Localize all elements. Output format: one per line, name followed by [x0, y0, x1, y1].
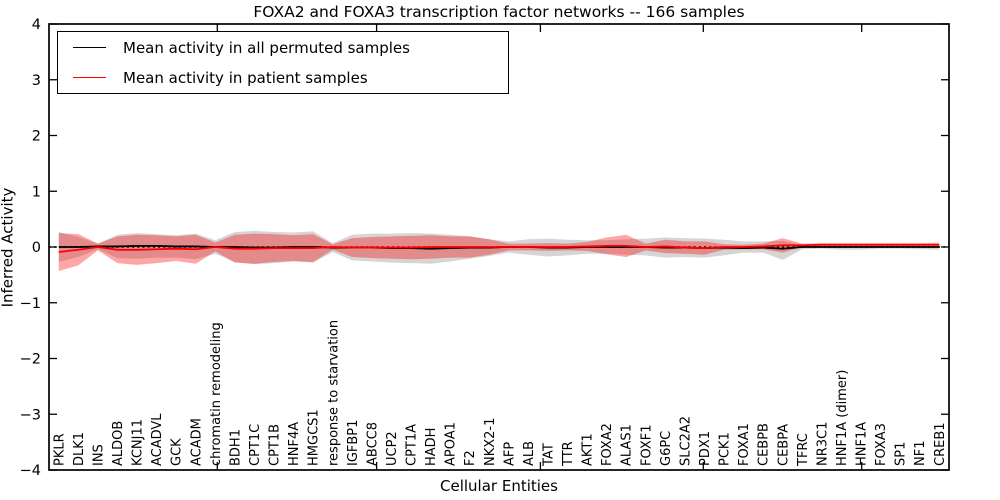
x-tick-label: DLK1 — [72, 432, 87, 466]
x-tick-label: HNF4A — [287, 422, 302, 466]
x-tick-label: INS — [91, 444, 106, 466]
x-tick-label: FOXA1 — [737, 423, 752, 466]
x-tick-label: PCK1 — [718, 432, 733, 466]
x-tick-label: CEBPA — [776, 424, 791, 466]
legend-item-patient: Mean activity in patient samples — [58, 64, 508, 91]
legend-label-patient: Mean activity in patient samples — [123, 68, 368, 87]
x-tick-label: ALAS1 — [620, 424, 635, 466]
x-tick-label: TFRC — [796, 433, 811, 467]
y-tick-label: −2 — [20, 352, 41, 368]
x-axis-label: Cellular Entities — [440, 477, 558, 495]
x-tick-label: CPT1A — [405, 424, 420, 466]
x-tick-label: G6PC — [659, 431, 674, 466]
x-tick-label: IGFBP1 — [346, 420, 361, 466]
x-tick-label: PKLR — [52, 433, 67, 466]
x-tick-label: CPT1C — [248, 424, 263, 466]
x-tick-label: response to starvation — [326, 320, 341, 466]
y-tick-label: −4 — [20, 463, 41, 479]
x-tick-label: BDH1 — [228, 429, 243, 466]
legend-line-patient-icon — [73, 77, 106, 78]
x-tick-label: AFP — [502, 442, 517, 466]
x-tick-label: GCK — [170, 438, 185, 466]
x-tick-label: SLC2A2 — [678, 416, 693, 466]
y-tick-label: 4 — [32, 17, 41, 33]
x-tick-label: FOXF1 — [639, 424, 654, 466]
y-tick-label: 2 — [32, 129, 41, 145]
x-tick-label: PDX1 — [698, 431, 713, 466]
x-tick-label: KCNJ11 — [131, 419, 146, 466]
x-tick-label: FOXA2 — [600, 423, 615, 466]
x-tick-label: SP1 — [894, 442, 909, 466]
x-tick-label: HADH — [424, 428, 439, 466]
x-tick-label: TAT — [541, 443, 556, 467]
x-tick-label: ACADM — [189, 418, 204, 466]
x-tick-label: HMGCS1 — [307, 409, 322, 466]
x-tick-label: NR3C1 — [815, 422, 830, 466]
legend: Mean activity in all permuted samples Me… — [57, 31, 509, 94]
x-tick-label: NF1 — [913, 441, 928, 466]
legend-item-permuted: Mean activity in all permuted samples — [58, 34, 508, 61]
x-tick-label: APOA1 — [444, 422, 459, 466]
y-tick-label: −3 — [20, 407, 41, 423]
x-tick-label: NKX2-1 — [483, 418, 498, 466]
x-tick-label: chromatin remodeling — [209, 322, 224, 466]
x-tick-label: AKT1 — [581, 433, 596, 466]
y-tick-label: 0 — [32, 240, 41, 256]
x-tick-label: HNF1A (dimer) — [835, 370, 850, 466]
x-tick-label: F2 — [463, 450, 478, 466]
legend-label-permuted: Mean activity in all permuted samples — [123, 38, 410, 57]
x-tick-label: ACADVL — [150, 413, 165, 466]
x-tick-label: ABCC8 — [365, 422, 380, 466]
x-tick-label: TTR — [561, 441, 576, 467]
x-tick-label: CEBPB — [757, 423, 772, 466]
y-tick-label: 3 — [32, 73, 41, 89]
patient-mean-line — [58, 243, 940, 253]
x-tick-label: FOXA3 — [874, 423, 889, 466]
patient-std-band — [58, 233, 940, 271]
x-tick-label: HNF1A — [855, 422, 870, 466]
legend-line-permuted-icon — [73, 47, 106, 48]
x-tick-label: CPT1B — [268, 424, 283, 466]
y-tick-label: −1 — [20, 296, 41, 312]
x-tick-label: ALDOB — [111, 421, 126, 466]
y-tick-label: 1 — [32, 184, 41, 200]
x-tick-label: UCP2 — [385, 431, 400, 466]
chart-title: FOXA2 and FOXA3 transcription factor net… — [253, 3, 745, 21]
x-tick-label: ALB — [522, 441, 537, 466]
x-tick-label: CREB1 — [933, 422, 948, 466]
